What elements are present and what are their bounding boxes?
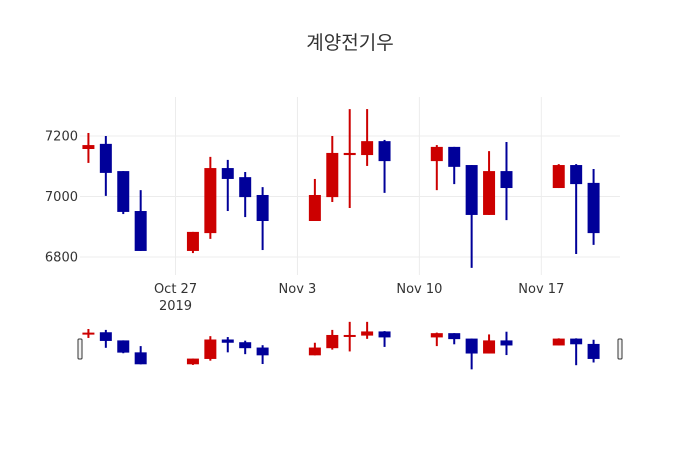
slider-candle [448,333,461,345]
candle [256,187,269,251]
candles [82,109,600,268]
slider-candle [204,336,217,361]
candle [204,156,217,239]
candle [552,164,565,189]
x-axis: Oct 27 2019 Nov 3 Nov 10 Nov 17 [154,282,564,314]
slider-candle [186,358,199,365]
y-axis: 6800 7000 7200 [45,130,78,266]
candle [430,145,443,191]
candle [82,132,95,163]
candle [221,159,234,212]
slider-candle [256,345,269,365]
slider-candle [326,329,339,350]
slider-candle [99,329,112,348]
slider-candle [343,321,356,352]
slider-candle [134,346,147,365]
candle [587,168,600,245]
range-slider-candles [82,321,600,370]
candle [239,171,252,218]
range-slider-handle-right[interactable] [617,338,623,360]
slider-candle [465,338,478,370]
slider-candle [117,340,130,354]
candle [378,139,391,193]
slider-candle [221,337,234,353]
candle [448,146,461,185]
slider-candle [361,321,374,339]
candle [570,164,583,254]
x-tick-label: Nov 10 [396,282,442,297]
slider-candle [570,338,583,366]
x-tick-label: Oct 27 [154,282,197,297]
slider-candle [82,328,95,338]
range-slider[interactable] [77,321,623,370]
slider-candle [430,332,443,347]
slider-candle [587,339,600,363]
slider-candle [308,342,321,356]
slider-candle [483,334,496,354]
candle [343,109,356,208]
candle [361,109,374,166]
slider-candle [378,331,391,347]
candle [326,136,339,202]
candle [99,136,112,196]
candle [308,178,321,222]
y-tick-label: 6800 [45,251,78,266]
range-slider-handle-left[interactable] [77,338,83,360]
candle [186,231,199,254]
x-tick-label: Nov 3 [279,282,317,297]
y-tick-label: 7200 [45,130,78,145]
candle [500,142,513,221]
slider-candle [239,340,252,355]
x-tick-sublabel: 2019 [159,299,192,314]
candle [134,190,147,251]
candle [117,171,130,215]
chart-title: 계양전기우 [306,32,394,54]
slider-candle [500,331,513,356]
slider-candle [552,338,565,346]
x-tick-label: Nov 17 [518,282,564,297]
y-tick-label: 7000 [45,190,78,205]
candle [465,165,478,268]
candle [483,151,496,215]
